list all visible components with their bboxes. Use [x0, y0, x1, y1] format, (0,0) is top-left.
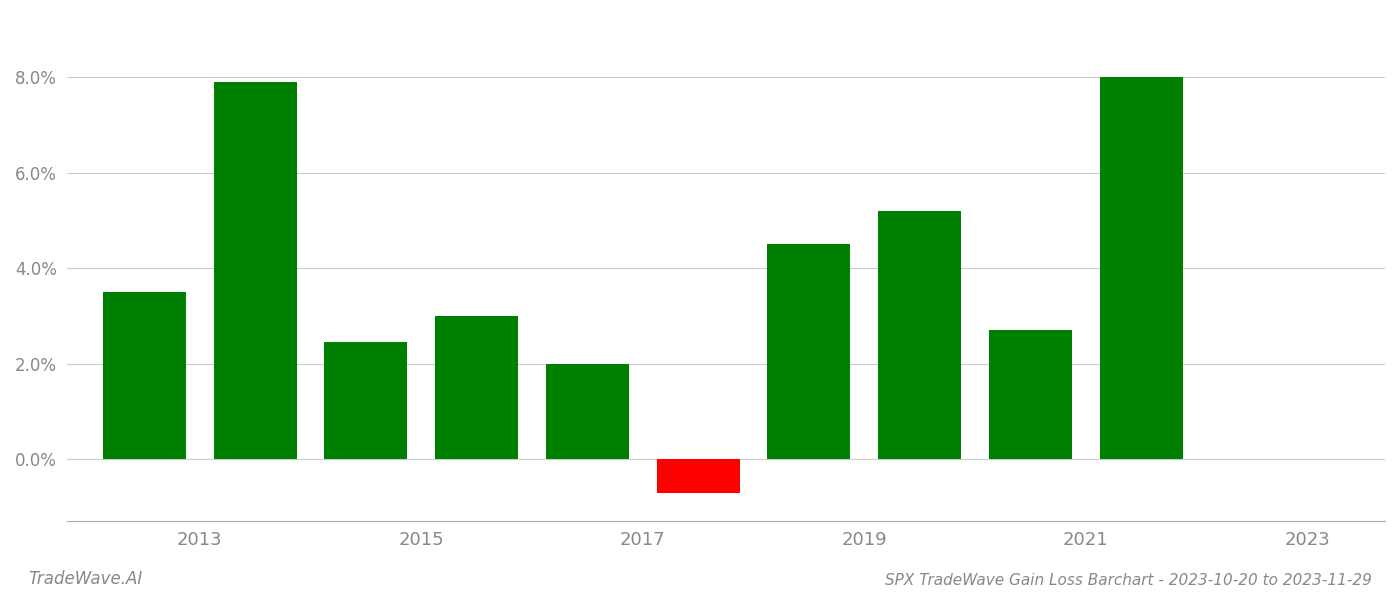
Text: SPX TradeWave Gain Loss Barchart - 2023-10-20 to 2023-11-29: SPX TradeWave Gain Loss Barchart - 2023-… — [885, 573, 1372, 588]
Bar — [435, 316, 518, 459]
Bar — [546, 364, 629, 459]
Bar — [988, 330, 1072, 459]
Text: TradeWave.AI: TradeWave.AI — [28, 570, 143, 588]
Bar — [657, 459, 739, 493]
Bar — [325, 342, 407, 459]
Bar — [214, 82, 297, 459]
Bar — [1100, 77, 1183, 459]
Bar — [102, 292, 186, 459]
Bar — [767, 244, 850, 459]
Bar — [878, 211, 962, 459]
